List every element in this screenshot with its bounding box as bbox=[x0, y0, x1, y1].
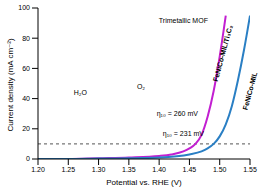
svg-text:1.30: 1.30 bbox=[92, 166, 106, 173]
svg-text:1.50: 1.50 bbox=[213, 166, 227, 173]
svg-text:1.25: 1.25 bbox=[61, 166, 75, 173]
svg-text:60: 60 bbox=[22, 65, 30, 72]
svg-text:1.35: 1.35 bbox=[122, 166, 136, 173]
svg-text:η₁₀ = 260 mV: η₁₀ = 260 mV bbox=[157, 110, 199, 118]
svg-text:20: 20 bbox=[22, 125, 30, 132]
svg-text:1.20: 1.20 bbox=[31, 166, 45, 173]
svg-text:O₂: O₂ bbox=[137, 83, 145, 90]
svg-text:100: 100 bbox=[18, 4, 30, 11]
svg-text:1.40: 1.40 bbox=[152, 166, 166, 173]
svg-text:1.45: 1.45 bbox=[183, 166, 197, 173]
svg-text:Trimetallic MOF: Trimetallic MOF bbox=[159, 17, 208, 24]
svg-text:FeNiCo-MIL/Ti₃C₂: FeNiCo-MIL/Ti₃C₂ bbox=[212, 24, 234, 82]
svg-text:1.55: 1.55 bbox=[243, 166, 252, 173]
svg-text:η₁₀ = 231 mV: η₁₀ = 231 mV bbox=[163, 130, 205, 138]
svg-text:40: 40 bbox=[22, 95, 30, 102]
svg-text:H₂O: H₂O bbox=[74, 89, 88, 96]
svg-text:80: 80 bbox=[22, 35, 30, 42]
svg-text:0: 0 bbox=[26, 155, 30, 162]
svg-text:Current density (mA cm⁻²): Current density (mA cm⁻²) bbox=[8, 38, 15, 131]
svg-text:FeNiCo-MIL: FeNiCo-MIL bbox=[242, 71, 252, 111]
svg-text:Potential vs. RHE (V): Potential vs. RHE (V) bbox=[106, 178, 182, 187]
